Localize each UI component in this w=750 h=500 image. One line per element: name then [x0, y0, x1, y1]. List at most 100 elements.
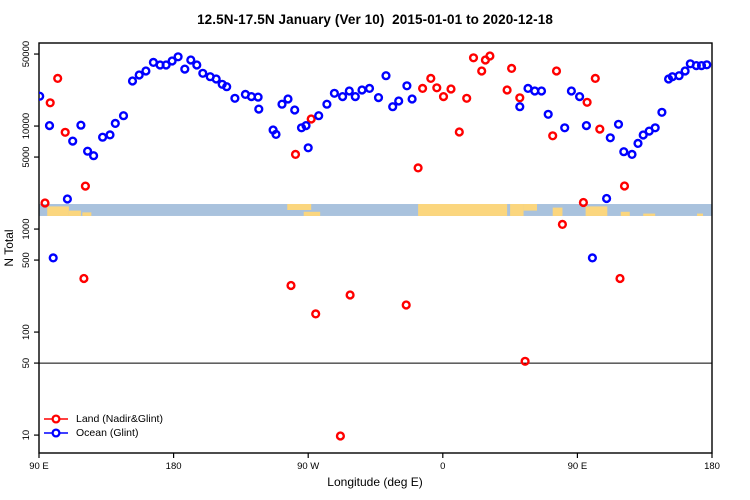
data-point-ocean [186, 55, 196, 65]
data-point-ocean [180, 64, 190, 74]
data-point-ocean [657, 107, 667, 117]
y-tick-label: 50000 [21, 41, 32, 67]
data-point-ocean [198, 68, 208, 78]
data-point-land [45, 98, 55, 108]
data-point-land [286, 280, 296, 291]
data-point-land [335, 431, 346, 441]
map-band-land-patch [552, 207, 563, 216]
series-land [40, 51, 630, 441]
y-axis-label: N Total [2, 229, 16, 267]
y-tick-label: 100 [21, 324, 32, 340]
data-point-land [619, 181, 630, 191]
data-point-ocean [587, 253, 598, 263]
data-point-land [306, 114, 316, 124]
legend-key-land-icon [44, 414, 68, 424]
chart-title: 12.5N-17.5N January (Ver 10) 2015-01-01 … [197, 12, 553, 27]
data-point-land [468, 53, 479, 63]
x-tick-label: 90 W [297, 461, 319, 472]
data-point-ocean [581, 120, 592, 131]
data-point-land [551, 66, 562, 76]
data-point-ocean [134, 70, 144, 80]
data-point-land [557, 219, 568, 230]
y-tick-label: 10000 [21, 113, 32, 139]
x-tick-label: 90 E [568, 461, 588, 472]
data-point-ocean [141, 66, 151, 76]
y-tick-label: 500 [21, 252, 32, 268]
map-band-land-patch [418, 204, 508, 216]
data-point-ocean [344, 86, 354, 96]
map-band-land-patch [523, 204, 538, 211]
x-tick-label: 180 [704, 461, 720, 472]
data-point-ocean [696, 60, 707, 71]
data-point-ocean [357, 85, 367, 95]
data-point-land [507, 63, 517, 74]
data-point-ocean [230, 93, 240, 103]
map-band-land-patch [510, 204, 524, 216]
data-point-ocean [277, 99, 287, 109]
data-point-land [290, 149, 301, 160]
data-point-ocean [566, 86, 577, 96]
data-point-ocean [627, 149, 637, 160]
data-point-land [345, 290, 355, 300]
data-point-ocean [105, 130, 115, 140]
data-point-ocean [192, 60, 202, 70]
data-point-ocean [350, 91, 360, 102]
data-point-ocean [601, 193, 612, 204]
map-band-land-patch [303, 211, 321, 216]
data-point-ocean [388, 102, 398, 112]
data-point-ocean [167, 56, 177, 66]
data-point-ocean [536, 86, 547, 96]
data-point-ocean [605, 133, 615, 143]
data-point-ocean [680, 66, 690, 76]
map-band-land-patch [697, 213, 704, 216]
map-band-ocean [39, 204, 712, 216]
map-band-land-patch [47, 206, 69, 216]
data-point-ocean [515, 102, 525, 112]
x-tick-label: 180 [166, 461, 182, 472]
data-point-ocean [613, 119, 624, 129]
data-point-land [413, 163, 423, 173]
data-point-ocean [118, 111, 129, 121]
data-point-ocean [127, 76, 138, 86]
data-point-land [578, 197, 589, 208]
data-point-ocean [322, 99, 332, 109]
map-band-land-patch [82, 212, 92, 216]
data-point-land [590, 73, 600, 84]
data-point-ocean [82, 146, 93, 156]
data-point-ocean [394, 96, 404, 106]
series-ocean [39, 52, 712, 263]
legend: Land (Nadir&Glint) Ocean (Glint) [43, 412, 163, 440]
data-point-ocean [161, 60, 171, 70]
legend-item-land: Land (Nadir&Glint) [43, 412, 163, 426]
data-point-ocean [543, 109, 553, 119]
y-tick-label: 5000 [21, 146, 32, 167]
data-point-land [515, 93, 525, 103]
data-point-ocean [574, 91, 585, 102]
data-point-ocean [373, 92, 384, 103]
data-point-ocean [39, 91, 45, 101]
data-point-land [432, 83, 442, 93]
data-point-ocean [314, 111, 324, 121]
data-point-ocean [97, 132, 108, 142]
data-point-land [520, 356, 530, 366]
data-point-ocean [402, 81, 412, 91]
map-band-land-patch [287, 204, 312, 210]
data-point-ocean [560, 123, 570, 133]
data-point-ocean [702, 60, 712, 70]
data-point-ocean [283, 94, 293, 104]
data-point-ocean [271, 129, 281, 140]
map-band-land-patch [68, 210, 81, 216]
data-point-ocean [222, 82, 232, 92]
legend-label-land: Land (Nadir&Glint) [76, 413, 163, 425]
y-tick-label: 10 [21, 430, 32, 441]
data-point-land [502, 85, 512, 95]
x-tick-label: 0 [440, 461, 445, 472]
data-point-ocean [290, 105, 300, 115]
data-point-ocean [88, 151, 99, 161]
data-point-ocean [338, 91, 348, 102]
data-point-land [582, 97, 592, 107]
map-band-land-patch [643, 213, 656, 216]
x-axis-label: Longitude (deg E) [327, 475, 423, 489]
